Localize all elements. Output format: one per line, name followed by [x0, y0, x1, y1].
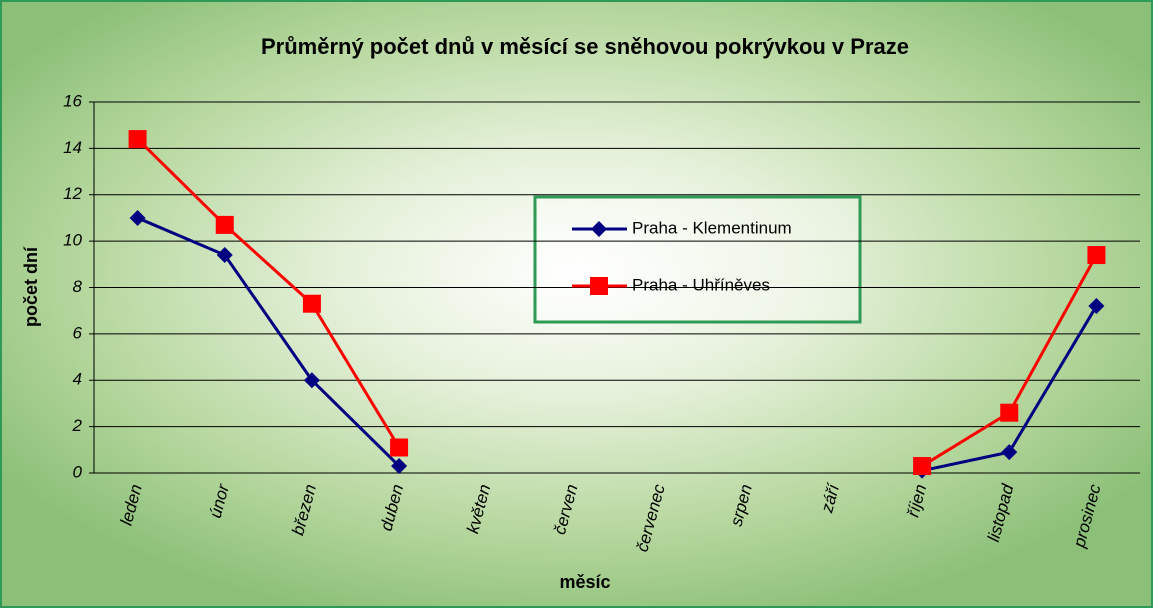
y-tick-label: 0 — [73, 462, 83, 481]
y-tick-label: 8 — [73, 277, 83, 296]
data-point — [391, 458, 408, 475]
legend-marker — [590, 277, 608, 295]
data-point — [128, 130, 147, 149]
data-point — [215, 215, 234, 234]
data-point — [1000, 403, 1019, 422]
data-point — [390, 438, 409, 457]
legend-label: Praha - Klementinum — [632, 218, 792, 237]
y-tick-label: 14 — [63, 138, 82, 157]
chart-title: Průměrný počet dnů v měsící se sněhovou … — [261, 34, 909, 59]
x-axis-label: měsíc — [559, 572, 610, 592]
y-tick-label: 10 — [63, 231, 82, 250]
y-axis-label: počet dní — [21, 246, 41, 327]
y-tick-label: 16 — [63, 91, 82, 110]
data-point — [216, 247, 233, 264]
y-tick-label: 2 — [72, 416, 83, 435]
legend-marker — [591, 221, 607, 237]
data-point — [302, 294, 321, 313]
data-point — [913, 457, 932, 476]
legend — [533, 195, 862, 324]
data-point — [303, 372, 320, 389]
legend-label: Praha - Uhříněves — [632, 275, 770, 294]
data-point — [1088, 298, 1105, 315]
data-point — [1087, 246, 1106, 265]
y-tick-label: 12 — [63, 184, 82, 203]
data-point — [1001, 444, 1018, 461]
y-tick-label: 4 — [73, 370, 82, 389]
y-tick-label: 6 — [73, 323, 83, 342]
data-point — [129, 209, 146, 226]
